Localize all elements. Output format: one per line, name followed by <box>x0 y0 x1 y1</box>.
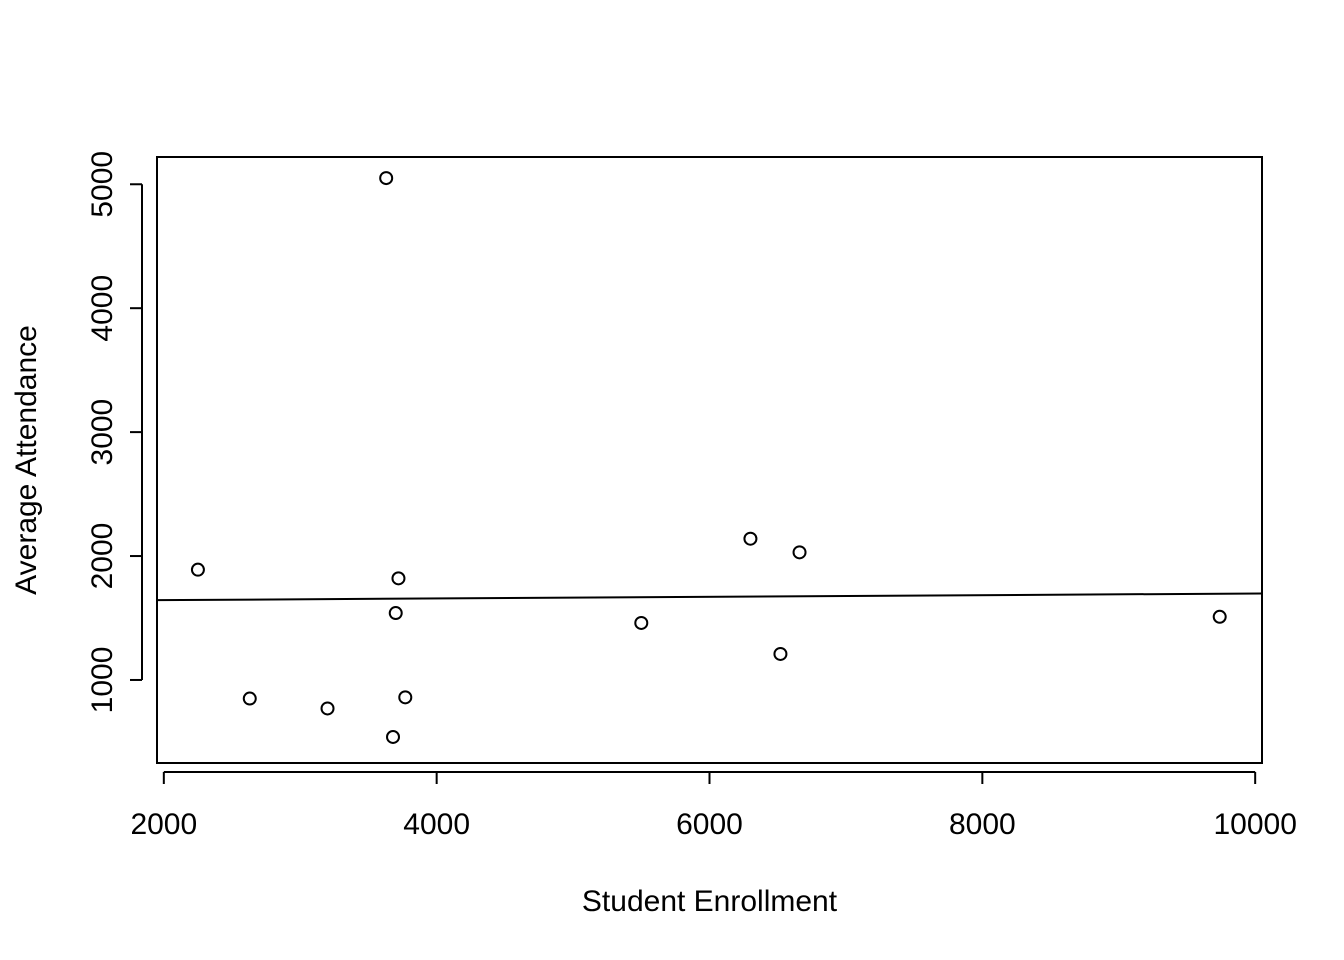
x-tick-label: 4000 <box>403 808 470 841</box>
data-points <box>190 171 1227 744</box>
y-tick-label: 2000 <box>86 523 119 590</box>
y-tick-label: 5000 <box>86 151 119 218</box>
x-tick-label: 10000 <box>1213 808 1296 841</box>
x-axis-label: Student Enrollment <box>582 885 838 918</box>
y-tick-label: 1000 <box>86 647 119 714</box>
x-axis: 2000 4000 6000 8000 10000 <box>130 771 1297 841</box>
data-point <box>379 171 394 186</box>
y-tick-label: 3000 <box>86 399 119 466</box>
x-tick-label: 8000 <box>949 808 1016 841</box>
y-axis: 1000 2000 3000 4000 5000 <box>86 151 143 714</box>
data-point <box>743 531 758 546</box>
data-point <box>773 646 788 661</box>
data-point <box>320 701 335 716</box>
x-tick-label: 2000 <box>130 808 197 841</box>
data-point <box>792 545 807 560</box>
y-tick-label: 4000 <box>86 275 119 342</box>
data-point <box>242 691 257 706</box>
plot-frame <box>156 156 1263 764</box>
data-point <box>1212 609 1227 624</box>
data-point <box>398 690 413 705</box>
data-point <box>386 729 401 744</box>
data-point <box>190 562 205 577</box>
y-axis-label: Average Attendance <box>10 325 43 595</box>
data-point <box>391 571 406 586</box>
x-tick-label: 6000 <box>676 808 743 841</box>
data-point <box>634 615 649 630</box>
data-point <box>388 606 403 621</box>
regression-line <box>156 592 1263 602</box>
